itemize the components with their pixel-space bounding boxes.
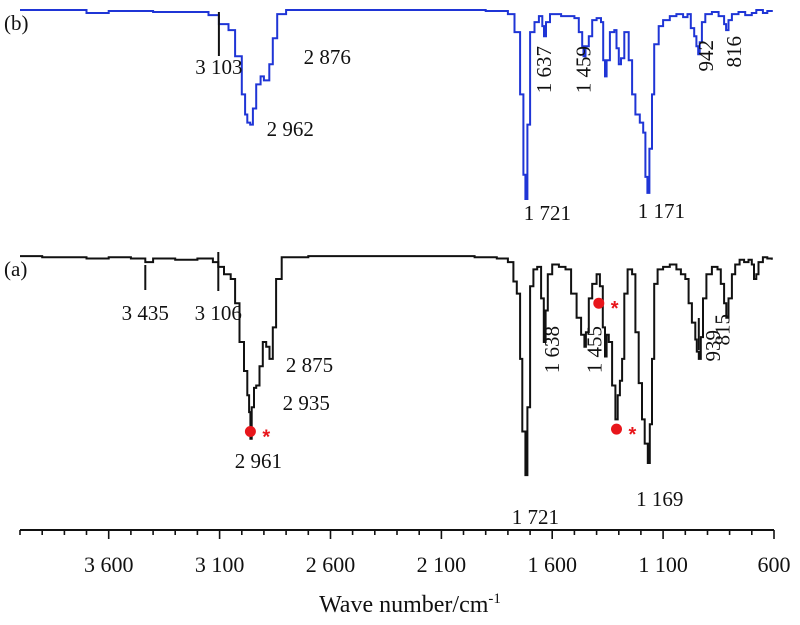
series-layer: (b) (a) xyxy=(4,9,773,477)
x-tick-label: 1 600 xyxy=(527,552,577,577)
x-axis: 3 600 3 100 2 600 2 100 1 600 1 100 600 xyxy=(19,529,791,577)
x-axis-title: Wave number/cm-1 xyxy=(319,591,501,618)
peak-label-b-1171: 1 171 xyxy=(638,199,685,223)
peak-label-b-1721: 1 721 xyxy=(524,201,571,225)
marker-asterisk: * xyxy=(629,424,637,446)
peak-label-b-3103: 3 103 xyxy=(195,55,242,79)
x-tick-label: 600 xyxy=(758,552,791,577)
marker-asterisk: * xyxy=(262,427,270,449)
series-line-b xyxy=(20,9,773,200)
peak-label-b-1637: 1 637 xyxy=(532,46,556,93)
peak-label-a-1455: 1 455 xyxy=(582,326,606,373)
peak-label-a-3106: 3 106 xyxy=(195,301,242,325)
marker-dot xyxy=(611,423,622,435)
series-label-a: (a) xyxy=(4,257,27,281)
x-tick-label: 3 600 xyxy=(84,552,134,577)
peak-label-a-2961: 2 961 xyxy=(235,449,282,473)
series-line-a xyxy=(20,255,773,477)
series-label-b: (b) xyxy=(4,11,29,35)
marker-dot xyxy=(244,426,256,437)
peak-label-a-1638: 1 638 xyxy=(540,326,564,373)
marker-asterisk: * xyxy=(611,298,619,320)
peak-label-a-1721: 1 721 xyxy=(512,505,559,529)
x-tick-label: 2 600 xyxy=(306,552,356,577)
peak-label-a-2935: 2 935 xyxy=(283,391,330,415)
peak-label-b-942: 942 xyxy=(694,40,718,72)
peak-label-a-1169: 1 169 xyxy=(636,487,683,511)
peak-label-layer: 3 103 2 876 2 962 1 637 1 459 942 816 1 721 1 17… xyxy=(122,12,746,529)
peak-label-a-3435: 3 435 xyxy=(122,301,169,325)
peak-label-b-816: 816 xyxy=(722,36,746,68)
x-tick-label: 2 100 xyxy=(417,552,467,577)
x-tick-label: 1 100 xyxy=(638,552,688,577)
x-tick-label: 3 100 xyxy=(195,552,245,577)
marker-dot xyxy=(593,297,605,309)
peak-label-b-2876: 2 876 xyxy=(304,45,351,69)
peak-label-b-2962: 2 962 xyxy=(267,117,314,141)
peak-label-a-2875: 2 875 xyxy=(286,353,333,377)
marker-layer: * * * xyxy=(244,297,637,449)
peak-label-a-815: 815 xyxy=(710,314,734,346)
peak-label-a-939: 939 xyxy=(701,330,725,362)
peak-label-b-1459: 1 459 xyxy=(572,46,596,93)
